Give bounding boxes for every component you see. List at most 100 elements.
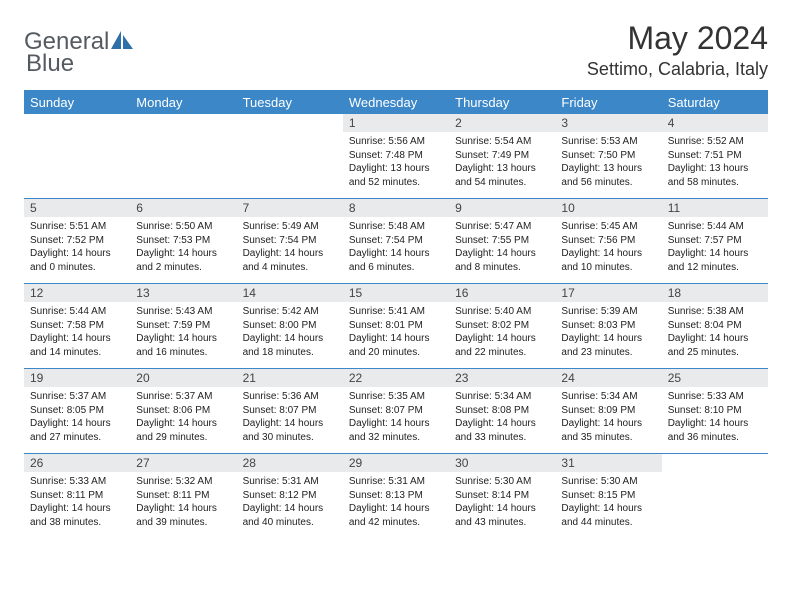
calendar-day-cell: 7Sunrise: 5:49 AMSunset: 7:54 PMDaylight… [237, 199, 343, 284]
calendar-day-cell: 26Sunrise: 5:33 AMSunset: 8:11 PMDayligh… [24, 454, 130, 539]
calendar-day-cell: 23Sunrise: 5:34 AMSunset: 8:08 PMDayligh… [449, 369, 555, 454]
day-number: 21 [237, 369, 343, 387]
day-details: Sunrise: 5:35 AMSunset: 8:07 PMDaylight:… [343, 387, 449, 452]
day-details: Sunrise: 5:34 AMSunset: 8:09 PMDaylight:… [555, 387, 661, 452]
calendar-day-cell: . [24, 114, 130, 199]
calendar-day-cell: . [130, 114, 236, 199]
day-number: 2 [449, 114, 555, 132]
day-details: Sunrise: 5:43 AMSunset: 7:59 PMDaylight:… [130, 302, 236, 367]
day-number: 10 [555, 199, 661, 217]
location-subtitle: Settimo, Calabria, Italy [587, 59, 768, 80]
calendar-page: General May 2024 Settimo, Calabria, Ital… [0, 0, 792, 558]
weekday-saturday: Saturday [662, 90, 768, 114]
calendar-day-cell: 8Sunrise: 5:48 AMSunset: 7:54 PMDaylight… [343, 199, 449, 284]
day-number: 1 [343, 114, 449, 132]
day-number: 24 [555, 369, 661, 387]
day-number: 14 [237, 284, 343, 302]
day-number: 23 [449, 369, 555, 387]
day-details: Sunrise: 5:47 AMSunset: 7:55 PMDaylight:… [449, 217, 555, 282]
calendar-day-cell: 9Sunrise: 5:47 AMSunset: 7:55 PMDaylight… [449, 199, 555, 284]
day-details: Sunrise: 5:33 AMSunset: 8:11 PMDaylight:… [24, 472, 130, 537]
weekday-sunday: Sunday [24, 90, 130, 114]
weekday-friday: Friday [555, 90, 661, 114]
calendar-week-row: . . . 1Sunrise: 5:56 AMSunset: 7:48 PMDa… [24, 114, 768, 199]
calendar-day-cell: 10Sunrise: 5:45 AMSunset: 7:56 PMDayligh… [555, 199, 661, 284]
calendar-day-cell: 1Sunrise: 5:56 AMSunset: 7:48 PMDaylight… [343, 114, 449, 199]
calendar-week-row: 12Sunrise: 5:44 AMSunset: 7:58 PMDayligh… [24, 284, 768, 369]
page-header: General May 2024 Settimo, Calabria, Ital… [24, 20, 768, 80]
day-number: 28 [237, 454, 343, 472]
day-number: 3 [555, 114, 661, 132]
weekday-wednesday: Wednesday [343, 90, 449, 114]
calendar-day-cell: 16Sunrise: 5:40 AMSunset: 8:02 PMDayligh… [449, 284, 555, 369]
day-number: 27 [130, 454, 236, 472]
day-details: Sunrise: 5:51 AMSunset: 7:52 PMDaylight:… [24, 217, 130, 282]
day-number: 30 [449, 454, 555, 472]
calendar-body: . . . 1Sunrise: 5:56 AMSunset: 7:48 PMDa… [24, 114, 768, 538]
month-title: May 2024 [587, 20, 768, 57]
calendar-week-row: 19Sunrise: 5:37 AMSunset: 8:05 PMDayligh… [24, 369, 768, 454]
day-number: 15 [343, 284, 449, 302]
day-details: Sunrise: 5:39 AMSunset: 8:03 PMDaylight:… [555, 302, 661, 367]
day-details: Sunrise: 5:54 AMSunset: 7:49 PMDaylight:… [449, 132, 555, 197]
day-number: 12 [24, 284, 130, 302]
day-details: Sunrise: 5:40 AMSunset: 8:02 PMDaylight:… [449, 302, 555, 367]
day-number: 7 [237, 199, 343, 217]
calendar-day-cell: 2Sunrise: 5:54 AMSunset: 7:49 PMDaylight… [449, 114, 555, 199]
day-number: 22 [343, 369, 449, 387]
day-details: Sunrise: 5:42 AMSunset: 8:00 PMDaylight:… [237, 302, 343, 367]
calendar-day-cell: 19Sunrise: 5:37 AMSunset: 8:05 PMDayligh… [24, 369, 130, 454]
day-number: 19 [24, 369, 130, 387]
day-details: Sunrise: 5:33 AMSunset: 8:10 PMDaylight:… [662, 387, 768, 452]
calendar-day-cell: 29Sunrise: 5:31 AMSunset: 8:13 PMDayligh… [343, 454, 449, 539]
calendar-week-row: 26Sunrise: 5:33 AMSunset: 8:11 PMDayligh… [24, 454, 768, 539]
calendar-day-cell: 18Sunrise: 5:38 AMSunset: 8:04 PMDayligh… [662, 284, 768, 369]
day-number: 17 [555, 284, 661, 302]
day-details: Sunrise: 5:45 AMSunset: 7:56 PMDaylight:… [555, 217, 661, 282]
logo-sail-icon [109, 29, 135, 56]
weekday-thursday: Thursday [449, 90, 555, 114]
calendar-day-cell: 11Sunrise: 5:44 AMSunset: 7:57 PMDayligh… [662, 199, 768, 284]
day-number: 6 [130, 199, 236, 217]
day-details: Sunrise: 5:30 AMSunset: 8:15 PMDaylight:… [555, 472, 661, 537]
calendar-week-row: 5Sunrise: 5:51 AMSunset: 7:52 PMDaylight… [24, 199, 768, 284]
logo-text-2: Blue [26, 50, 74, 78]
day-details: Sunrise: 5:37 AMSunset: 8:05 PMDaylight:… [24, 387, 130, 452]
day-details: Sunrise: 5:32 AMSunset: 8:11 PMDaylight:… [130, 472, 236, 537]
calendar-day-cell: 24Sunrise: 5:34 AMSunset: 8:09 PMDayligh… [555, 369, 661, 454]
calendar-day-cell: 17Sunrise: 5:39 AMSunset: 8:03 PMDayligh… [555, 284, 661, 369]
day-number: 25 [662, 369, 768, 387]
calendar-day-cell: 22Sunrise: 5:35 AMSunset: 8:07 PMDayligh… [343, 369, 449, 454]
calendar-day-cell: 6Sunrise: 5:50 AMSunset: 7:53 PMDaylight… [130, 199, 236, 284]
calendar-day-cell: 21Sunrise: 5:36 AMSunset: 8:07 PMDayligh… [237, 369, 343, 454]
day-number: 13 [130, 284, 236, 302]
day-details: Sunrise: 5:31 AMSunset: 8:12 PMDaylight:… [237, 472, 343, 537]
weekday-monday: Monday [130, 90, 236, 114]
title-block: May 2024 Settimo, Calabria, Italy [587, 20, 768, 80]
day-details: Sunrise: 5:52 AMSunset: 7:51 PMDaylight:… [662, 132, 768, 197]
day-details: Sunrise: 5:53 AMSunset: 7:50 PMDaylight:… [555, 132, 661, 197]
day-details: Sunrise: 5:34 AMSunset: 8:08 PMDaylight:… [449, 387, 555, 452]
day-details: Sunrise: 5:36 AMSunset: 8:07 PMDaylight:… [237, 387, 343, 452]
day-details: Sunrise: 5:31 AMSunset: 8:13 PMDaylight:… [343, 472, 449, 537]
day-number: 31 [555, 454, 661, 472]
calendar-table: Sunday Monday Tuesday Wednesday Thursday… [24, 90, 768, 538]
day-details: Sunrise: 5:56 AMSunset: 7:48 PMDaylight:… [343, 132, 449, 197]
day-details: Sunrise: 5:48 AMSunset: 7:54 PMDaylight:… [343, 217, 449, 282]
day-number: 8 [343, 199, 449, 217]
calendar-day-cell: 31Sunrise: 5:30 AMSunset: 8:15 PMDayligh… [555, 454, 661, 539]
day-details: Sunrise: 5:49 AMSunset: 7:54 PMDaylight:… [237, 217, 343, 282]
day-number: 4 [662, 114, 768, 132]
calendar-day-cell: 14Sunrise: 5:42 AMSunset: 8:00 PMDayligh… [237, 284, 343, 369]
weekday-tuesday: Tuesday [237, 90, 343, 114]
day-number: 20 [130, 369, 236, 387]
day-number: 29 [343, 454, 449, 472]
day-details: Sunrise: 5:41 AMSunset: 8:01 PMDaylight:… [343, 302, 449, 367]
day-details: Sunrise: 5:37 AMSunset: 8:06 PMDaylight:… [130, 387, 236, 452]
calendar-day-cell: 15Sunrise: 5:41 AMSunset: 8:01 PMDayligh… [343, 284, 449, 369]
calendar-day-cell: 12Sunrise: 5:44 AMSunset: 7:58 PMDayligh… [24, 284, 130, 369]
calendar-day-cell: 3Sunrise: 5:53 AMSunset: 7:50 PMDaylight… [555, 114, 661, 199]
day-details: Sunrise: 5:38 AMSunset: 8:04 PMDaylight:… [662, 302, 768, 367]
calendar-day-cell: . [662, 454, 768, 539]
day-details: Sunrise: 5:44 AMSunset: 7:57 PMDaylight:… [662, 217, 768, 282]
